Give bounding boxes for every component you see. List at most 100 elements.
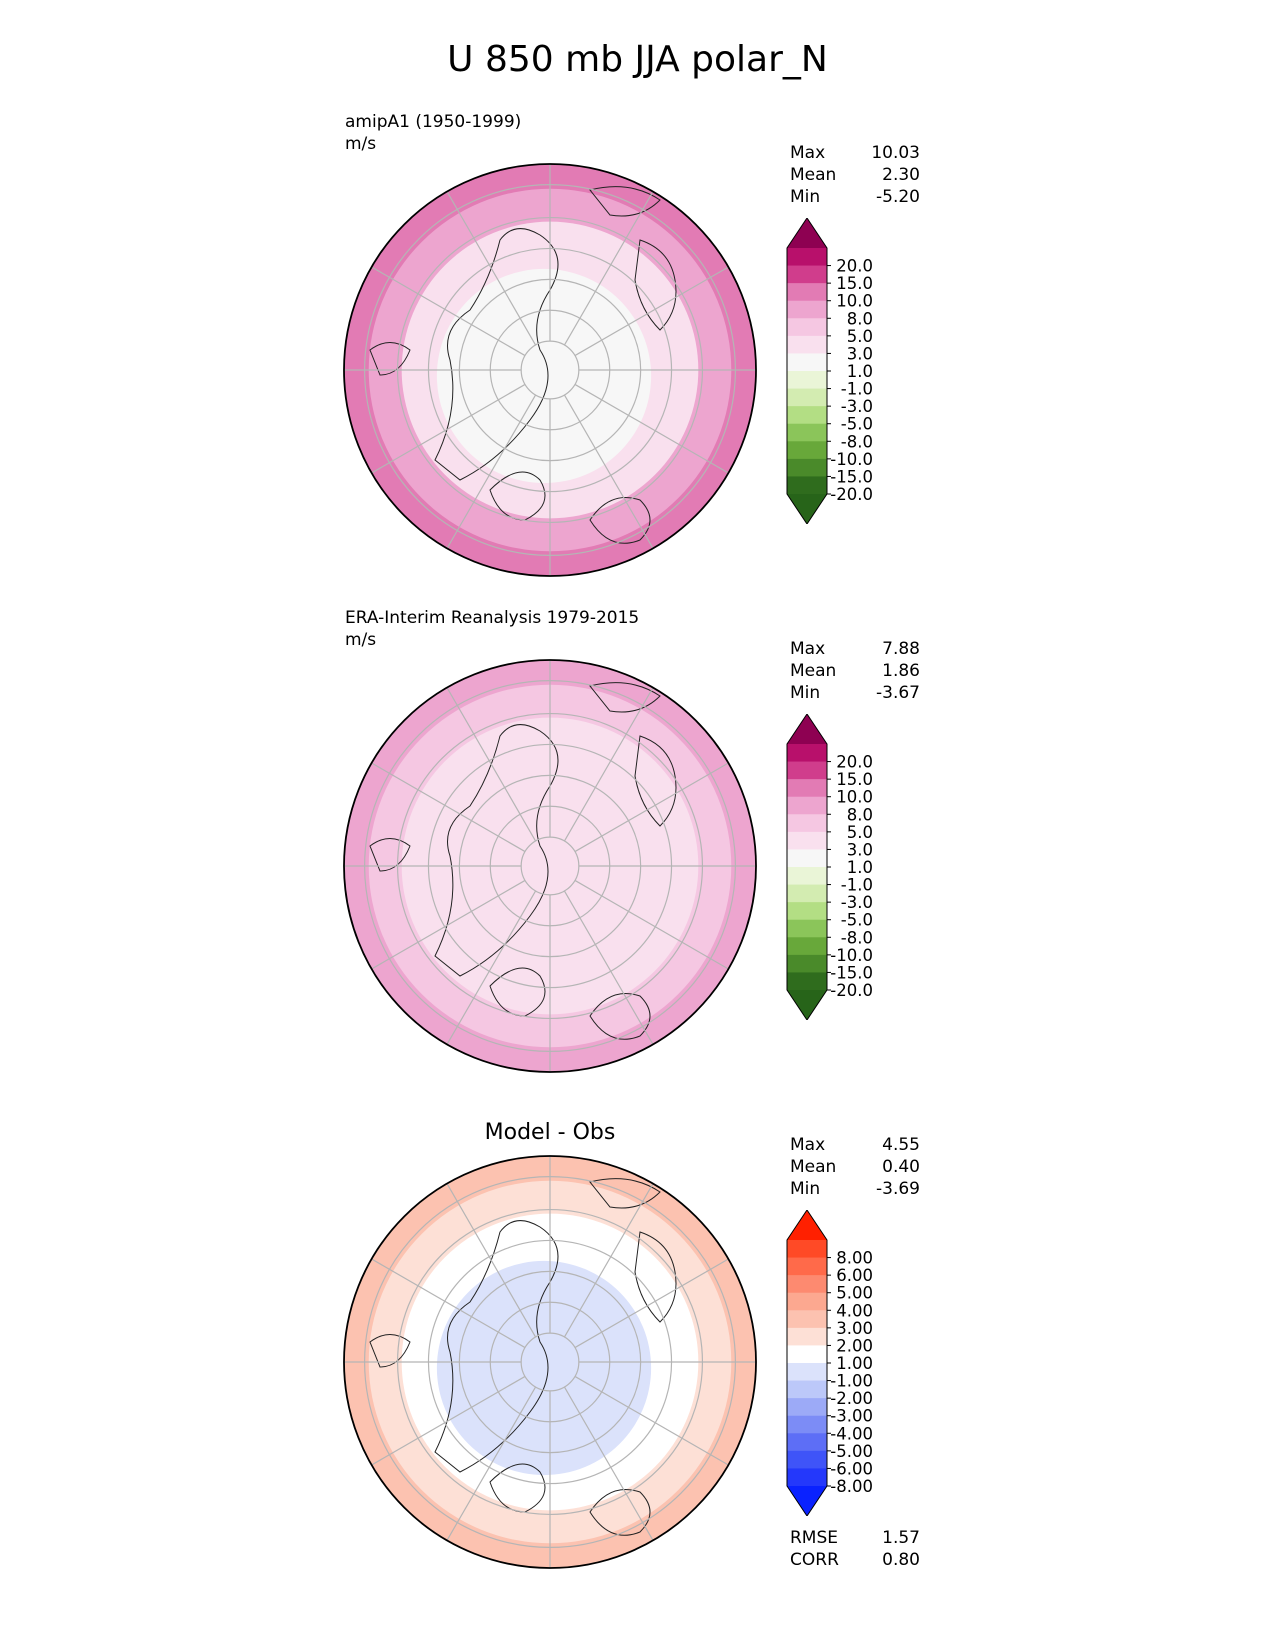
colorbar-tick-label: 2.00 <box>836 1336 873 1355</box>
colorbar-tick-label: 10.0 <box>836 292 873 311</box>
panel-1-units: m/s <box>345 134 377 154</box>
coastline <box>634 1231 677 1323</box>
colorbar-band <box>787 283 827 302</box>
field-band-high-lat <box>436 268 652 484</box>
coastline <box>589 682 661 713</box>
meridian-line <box>563 890 654 1045</box>
colorbar-band <box>787 796 827 815</box>
coastline <box>489 967 546 1017</box>
colorbar-band <box>787 335 827 354</box>
colorbar-tick-label: 8.00 <box>836 1249 873 1268</box>
map-panel-diff <box>343 1155 757 1569</box>
colorbar-band <box>787 831 827 850</box>
colorbar-band <box>787 1327 827 1346</box>
colorbar-extend-min <box>787 990 827 1020</box>
graticule <box>344 164 756 576</box>
colorbar-tick-label: -8.0 <box>841 432 873 451</box>
colorbar-tick-label: -6.00 <box>830 1459 873 1478</box>
meridian-line <box>446 890 537 1045</box>
colorbar-band <box>787 353 827 372</box>
meridian-line <box>446 687 537 842</box>
colorbar-obs: 20.015.010.08.05.03.01.0-1.0-3.0-5.0-8.0… <box>786 714 873 1020</box>
colorbar-band <box>787 884 827 903</box>
graticule <box>344 1156 756 1568</box>
colorbar-band <box>787 1310 827 1329</box>
colorbar-tick-label: 8.0 <box>847 805 873 824</box>
colorbar-band <box>787 954 827 973</box>
colorbar-band <box>787 318 827 337</box>
colorbar-tick-label: -3.00 <box>830 1407 873 1426</box>
colorbar-tick-label: -5.0 <box>841 911 873 930</box>
colorbar-band <box>787 1292 827 1311</box>
colorbar-tick-label: 3.0 <box>847 344 873 363</box>
colorbar-tick-label: 15.0 <box>836 770 873 789</box>
panel-3-title: Model - Obs <box>484 1120 616 1145</box>
stat-row-mean: Mean 2.30 <box>790 165 920 185</box>
colorbar-band <box>787 1468 827 1487</box>
coastline <box>634 735 677 827</box>
meridian-line <box>574 266 729 357</box>
colorbar-tick-label: 10.0 <box>836 788 873 807</box>
meridian-line <box>563 394 654 549</box>
colorbar-band <box>787 1345 827 1364</box>
meridian-line <box>574 1375 729 1466</box>
stat-row-mean: Mean 1.86 <box>790 661 920 681</box>
meridian-line <box>371 266 526 357</box>
colorbar-tick-label: -1.0 <box>841 380 873 399</box>
graticule <box>344 660 756 1072</box>
meridian-line <box>371 879 526 970</box>
meridian-line <box>574 1258 729 1349</box>
colorbar-extend-max <box>787 1210 827 1240</box>
colorbar-tick-label: 1.00 <box>836 1354 873 1373</box>
panel-2-stats: Max 7.88 Mean 1.86 Min -3.67 <box>790 638 920 704</box>
colorbar-tick-label: -15.0 <box>830 467 873 486</box>
stat-row-max: Max 4.55 <box>790 1135 920 1155</box>
colorbar-band <box>787 406 827 425</box>
colorbar-tick-label: -10.0 <box>830 450 873 469</box>
field-band-high-lat <box>436 1260 652 1476</box>
panel-1-stats: Max 10.03 Mean 2.30 Min -5.20 <box>790 142 920 208</box>
coastline <box>489 471 546 521</box>
coastline <box>589 993 651 1040</box>
colorbar-extend-max <box>787 714 827 744</box>
colorbar-band <box>787 1415 827 1434</box>
stat-row-mean: Mean 0.40 <box>790 1157 920 1177</box>
colorbar-band <box>787 744 827 762</box>
colorbar-band <box>787 441 827 460</box>
panel-2-units: m/s <box>345 630 377 650</box>
meridian-line <box>371 762 526 853</box>
colorbar-band <box>787 972 827 991</box>
map-panel-model <box>343 163 757 577</box>
meridian-line <box>563 1386 654 1541</box>
metric-row-corr: CORR 0.80 <box>790 1550 920 1570</box>
meridian-line <box>371 383 526 474</box>
meridian-line <box>574 762 729 853</box>
colorbar-tick-label: -20.0 <box>830 981 873 1000</box>
meridian-line <box>371 1375 526 1466</box>
colorbar-tick-label: 5.00 <box>836 1284 873 1303</box>
colorbar-tick-label: -8.0 <box>841 928 873 947</box>
meridian-line <box>446 1386 537 1541</box>
colorbar-band <box>787 1380 827 1399</box>
panel-1-label: amipA1 (1950-1999) <box>345 112 522 132</box>
map-boundary <box>343 1155 757 1569</box>
colorbar-band <box>787 248 827 266</box>
colorbar-band <box>787 458 827 477</box>
colorbar-band <box>787 1398 827 1417</box>
colorbar-tick-label: -3.0 <box>841 893 873 912</box>
meridian-line <box>563 191 654 346</box>
colorbar-band <box>787 1450 827 1469</box>
coastline <box>489 1463 546 1513</box>
colorbar-extend-min <box>787 1486 827 1516</box>
panel-2-label: ERA-Interim Reanalysis 1979-2015 <box>345 608 640 628</box>
colorbar-band <box>787 761 827 780</box>
colorbar-band <box>787 849 827 868</box>
coastline <box>369 342 411 376</box>
panel-3-stats: Max 4.55 Mean 0.40 Min -3.69 <box>790 1134 920 1200</box>
map-panel-obs <box>343 659 757 1073</box>
coastline <box>434 228 559 481</box>
meridian-line <box>563 687 654 842</box>
panel-3-metrics: RMSE 1.57 CORR 0.80 <box>790 1527 920 1571</box>
colorbar-tick-label: -5.0 <box>841 415 873 434</box>
